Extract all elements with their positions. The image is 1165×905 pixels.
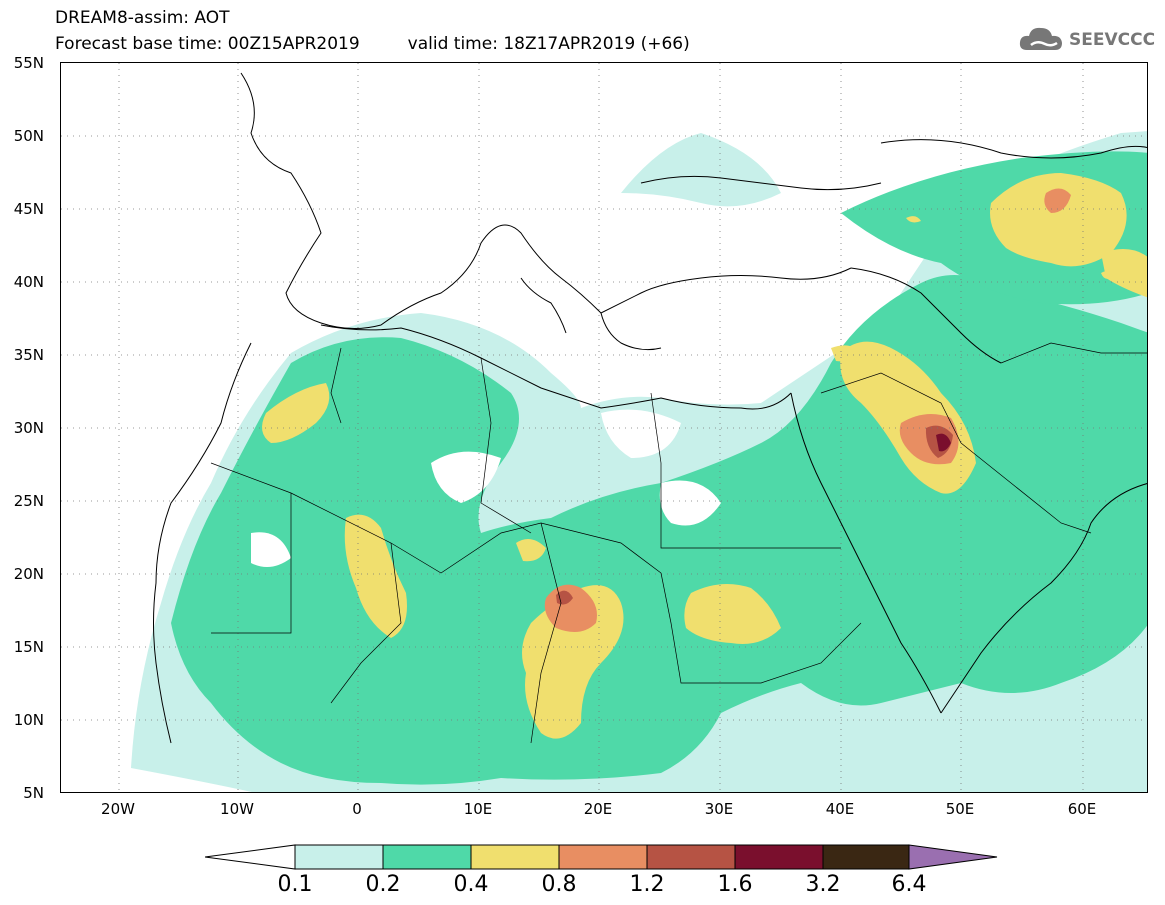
- lat-label: 10N: [13, 711, 44, 729]
- colorbar-swatch: [558, 844, 648, 870]
- cloud-logo-icon: [1019, 27, 1062, 50]
- map-grid: [61, 63, 1147, 792]
- lon-label: 10W: [220, 800, 254, 818]
- lon-label: 10E: [463, 800, 493, 818]
- aot-map: [60, 62, 1148, 793]
- colorbar-swatch: [470, 844, 560, 870]
- lat-label: 45N: [13, 200, 44, 218]
- aot-level-1.6: [936, 433, 951, 452]
- colorbar-label: 3.2: [805, 872, 841, 897]
- colorbar-swatch: [822, 844, 910, 870]
- colorbar-label: 1.2: [629, 872, 665, 897]
- coastlines: [153, 72, 1147, 744]
- lat-label: 30N: [13, 419, 44, 437]
- lon-label: 20E: [583, 800, 613, 818]
- lat-label: 25N: [13, 492, 44, 510]
- colorbar: [204, 844, 1005, 870]
- colorbar-label: 0.4: [453, 872, 489, 897]
- logo-text: SEEVCCC: [1069, 30, 1156, 50]
- colorbar-swatch: [734, 844, 824, 870]
- colorbar-swatch: [294, 844, 384, 870]
- colorbar-left-arrow: [204, 844, 296, 870]
- map-title: DREAM8-assim: AOT: [55, 8, 230, 28]
- lon-label: 20W: [101, 800, 135, 818]
- lat-label: 35N: [13, 346, 44, 364]
- lat-label: 55N: [13, 54, 44, 72]
- base-time: Forecast base time: 00Z15APR2019: [55, 34, 360, 54]
- lon-label: 60E: [1067, 800, 1097, 818]
- lat-label: 5N: [23, 784, 44, 802]
- lon-label: 50E: [945, 800, 975, 818]
- valid-time: valid time: 18Z17APR2019 (+66): [407, 34, 690, 54]
- colorbar-swatch: [382, 844, 472, 870]
- aot-map-svg: [61, 63, 1147, 792]
- colorbar-label: 6.4: [891, 872, 927, 897]
- lat-label: 15N: [13, 638, 44, 656]
- colorbar-svg: [204, 844, 998, 870]
- colorbar-label: 1.6: [717, 872, 753, 897]
- colorbar-label: 0.2: [365, 872, 401, 897]
- lon-label: 0: [352, 800, 362, 818]
- map-subtitle: Forecast base time: 00Z15APR2019 valid ti…: [55, 34, 690, 54]
- colorbar-label: 0.8: [541, 872, 577, 897]
- country-borders: [210, 342, 1147, 744]
- aot-clear-areas: [251, 409, 721, 567]
- lon-label: 30E: [704, 800, 734, 818]
- colorbar-swatch: [646, 844, 736, 870]
- lat-label: 40N: [13, 273, 44, 291]
- colorbar-right-arrow: [908, 844, 998, 870]
- lat-label: 20N: [13, 565, 44, 583]
- lon-label: 40E: [825, 800, 855, 818]
- seevccc-logo: SEEVCCC: [1017, 22, 1157, 56]
- colorbar-label: 0.1: [277, 872, 313, 897]
- lat-label: 50N: [13, 127, 44, 145]
